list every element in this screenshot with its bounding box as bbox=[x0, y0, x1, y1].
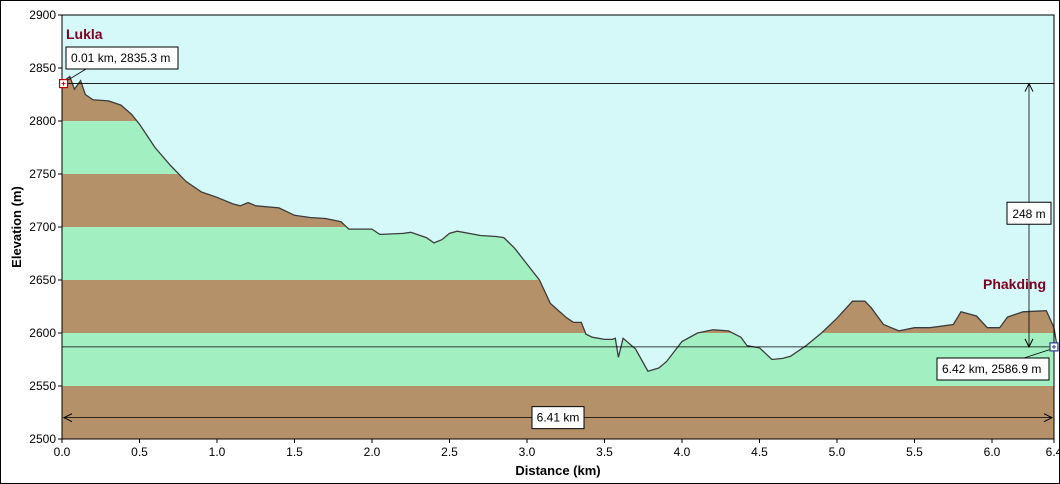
phakding-leader bbox=[1023, 348, 1053, 359]
x-axis-title: Distance (km) bbox=[515, 463, 600, 478]
y-axis-title: Elevation (m) bbox=[9, 186, 24, 268]
horizontal-span-box bbox=[531, 406, 585, 430]
vertical-span-arrow-top bbox=[1024, 82, 1034, 92]
x-axis-ticks: 0.0 0.5 1.0 1.5 2.0 2.5 3.0 3.5 4.0 4.5 5.0 5.5 6.0 6… bbox=[54, 439, 1059, 459]
vertical-span-label: 248 m bbox=[1012, 207, 1045, 221]
y-tick-label: 2600 bbox=[29, 326, 56, 340]
x-tick-label: 2.5 bbox=[441, 445, 458, 459]
y-tick-label: 2750 bbox=[29, 167, 56, 181]
y-tick-label: 2850 bbox=[29, 61, 56, 75]
lukla-leader bbox=[65, 68, 87, 82]
plot-border bbox=[61, 14, 1055, 440]
lukla-callout-text: 0.01 km, 2835.3 m bbox=[71, 51, 170, 65]
x-tick-label: 2.0 bbox=[364, 445, 381, 459]
profile-layer bbox=[61, 15, 1058, 372]
x-tick-label: 0.5 bbox=[131, 445, 148, 459]
phakding-callout-text: 6.42 km, 2586.9 m bbox=[942, 362, 1041, 376]
phakding-callout-box bbox=[936, 357, 1050, 381]
phakding-marker-cross bbox=[1052, 344, 1056, 349]
x-tick-label: 6.0 bbox=[984, 445, 1001, 459]
y-axis-ticks: 2500 2550 2600 2650 2700 2750 2800 2850 2900 bbox=[29, 8, 62, 446]
x-tick-label: 3.0 bbox=[519, 445, 536, 459]
profile-line bbox=[61, 75, 1058, 372]
lukla-marker-cross bbox=[61, 81, 66, 86]
horizontal-span-label: 6.41 km bbox=[537, 411, 580, 425]
x-tick-label: 1.0 bbox=[209, 445, 226, 459]
annotations: Lukla 0.01 km, 2835.3 m Phakding 6.42 km, 2… bbox=[58, 26, 1059, 381]
horizontal-span-arrow-left bbox=[62, 413, 73, 423]
y-tick-label: 2900 bbox=[29, 8, 56, 22]
vertical-span-box bbox=[1006, 201, 1052, 225]
x-tick-label: 5.0 bbox=[829, 445, 846, 459]
x-tick-label: 4.5 bbox=[751, 445, 768, 459]
x-tick-label: 0.0 bbox=[54, 445, 71, 459]
x-tick-label: 5.5 bbox=[906, 445, 923, 459]
phakding-label: Phakding bbox=[983, 276, 1046, 292]
elevation-band bbox=[62, 333, 1054, 386]
y-tick-label: 2500 bbox=[29, 432, 56, 446]
measure-lines: 248 m 6.41 km bbox=[62, 82, 1054, 430]
y-tick-label: 2650 bbox=[29, 273, 56, 287]
horizontal-span-arrow-right bbox=[1043, 413, 1054, 423]
lukla-callout-box bbox=[65, 46, 179, 70]
y-tick-label: 2550 bbox=[29, 379, 56, 393]
x-tick-label: 6.4 bbox=[1046, 445, 1059, 459]
x-tick-label: 4.0 bbox=[674, 445, 691, 459]
x-tick-label: 3.5 bbox=[596, 445, 613, 459]
y-tick-label: 2700 bbox=[29, 220, 56, 234]
sky-above-terrain bbox=[62, 15, 1058, 372]
vertical-span-arrow-bottom bbox=[1024, 338, 1034, 349]
x-tick-label: 1.5 bbox=[286, 445, 303, 459]
y-tick-label: 2800 bbox=[29, 114, 56, 128]
lukla-label: Lukla bbox=[66, 26, 103, 42]
